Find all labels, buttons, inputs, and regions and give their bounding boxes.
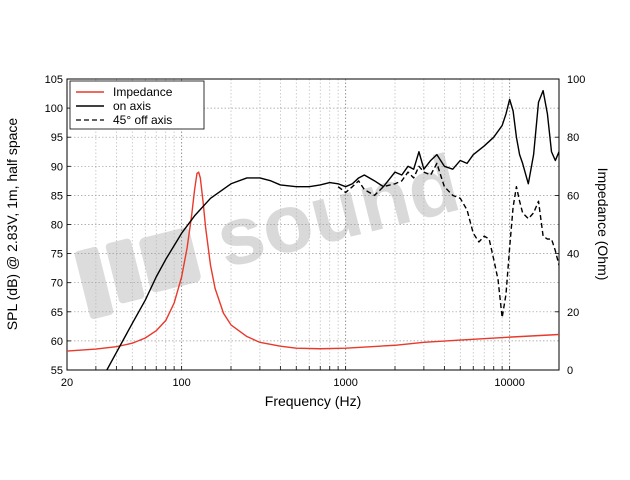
y2-tick-label: 80 xyxy=(567,132,579,144)
y2-tick-label: 40 xyxy=(567,249,579,261)
y-tick-label: 75 xyxy=(51,249,63,261)
y-tick-label: 80 xyxy=(51,220,63,232)
y2-tick-label: 20 xyxy=(567,307,579,319)
y-tick-label: 55 xyxy=(51,365,63,377)
x-tick-label: 20 xyxy=(61,377,73,389)
series-layer xyxy=(67,89,559,370)
legend: Impedance on axis 45° off axis xyxy=(69,80,205,130)
y-tick-label: 100 xyxy=(45,103,63,115)
legend-label-on-axis: on axis xyxy=(113,99,151,113)
x-axis-title: Frequency (Hz) xyxy=(265,393,361,409)
y2-axis-title: Impedance (Ohm) xyxy=(595,168,611,281)
y2-tick-label: 100 xyxy=(567,74,585,86)
x-tick-label: 100 xyxy=(172,377,190,389)
y2-tick-label: 0 xyxy=(567,365,573,377)
axis-ticks: 55 60 65 70 75 80 85 90 95 100 105 0 20 40 60 80 100 20 10… xyxy=(45,74,586,389)
y-tick-label: 90 xyxy=(51,161,63,173)
legend-label-off-axis: 45° off axis xyxy=(113,113,172,127)
x-tick-label: 1000 xyxy=(333,377,357,389)
y-axis-title: SPL (dB) @ 2.83V, 1m, half space xyxy=(4,118,20,331)
grid xyxy=(67,79,559,370)
series-line-45-off-axis xyxy=(337,162,559,319)
y2-tick-label: 60 xyxy=(567,190,579,202)
series-line-on-axis xyxy=(106,89,559,370)
watermark-text: sound xyxy=(207,138,468,286)
watermark: sound xyxy=(74,138,468,320)
y-tick-label: 65 xyxy=(51,307,63,319)
x-tick-label: 10000 xyxy=(494,377,525,389)
y-tick-label: 85 xyxy=(51,190,63,202)
watermark-logo-mark xyxy=(139,227,201,293)
series-line-impedance xyxy=(67,171,559,352)
legend-label-impedance: Impedance xyxy=(113,85,173,99)
y-tick-label: 95 xyxy=(51,132,63,144)
y-tick-label: 70 xyxy=(51,278,63,290)
watermark-logo-mark xyxy=(74,246,114,320)
legend-box xyxy=(69,80,205,130)
y-tick-label: 105 xyxy=(45,74,63,86)
watermark-logo-mark xyxy=(105,238,145,304)
y-tick-label: 60 xyxy=(51,336,63,348)
